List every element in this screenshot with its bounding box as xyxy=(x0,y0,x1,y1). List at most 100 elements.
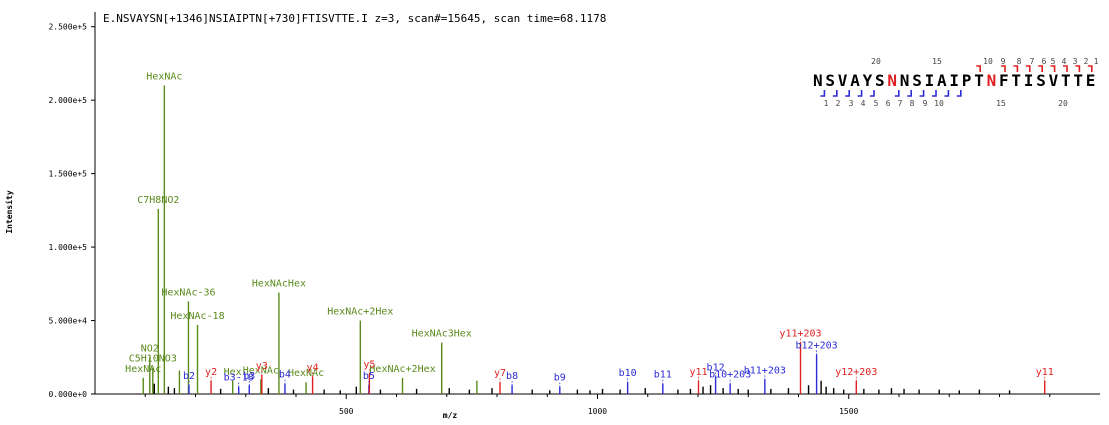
sequence-index-bottom: 9 xyxy=(923,99,928,108)
y-cleavage-marker xyxy=(1050,65,1056,72)
sequence-residue: Y xyxy=(863,71,873,90)
b-cleavage-marker xyxy=(857,90,863,97)
y-tick-label: 1.000e+5 xyxy=(48,243,87,252)
sequence-residue: S xyxy=(1036,71,1046,90)
sequence-index-top: 5 xyxy=(1051,57,1056,66)
y-cleavage-marker xyxy=(1063,65,1068,72)
peak-label: HexNAc xyxy=(146,71,182,82)
sequence-index-bottom: 8 xyxy=(910,99,915,108)
x-axis-label: m/z xyxy=(443,411,458,420)
peak-label: HexNAc xyxy=(243,365,279,376)
peak-label: b10+203 xyxy=(709,370,751,381)
y-cleavage-marker xyxy=(1075,65,1081,72)
peak-label: y5 xyxy=(363,359,375,370)
b-cleavage-marker xyxy=(944,90,950,97)
sequence-residue: E xyxy=(1086,71,1096,90)
sequence-index-bottom: 7 xyxy=(898,99,903,108)
sequence-index-bottom: 2 xyxy=(836,99,841,108)
sequence-residue: S xyxy=(825,71,835,90)
peak-label: HexNAc xyxy=(288,368,324,379)
sequence-index-bottom: 4 xyxy=(861,99,866,108)
peaks-layer xyxy=(142,85,1046,394)
y-cleavage-marker xyxy=(1087,65,1093,72)
y-tick-label: 5.000e+4 xyxy=(48,317,87,326)
sequence-index-top: 10 xyxy=(983,57,993,66)
peak-label: HexNAc3Hex xyxy=(412,329,472,340)
peak-label: b11 xyxy=(654,370,672,381)
y-cleavage-marker xyxy=(976,65,981,72)
y-tick-label: 2.500e+5 xyxy=(48,23,87,32)
peak-label: b5 xyxy=(363,371,375,382)
peak-label: HexNAc-18 xyxy=(170,311,224,322)
b-cleavage-marker xyxy=(919,90,925,97)
sequence-residue: A xyxy=(850,71,860,90)
sequence-index-top: 20 xyxy=(871,57,881,66)
sequence-index-top: 8 xyxy=(1017,57,1022,66)
sequence-index-top: 4 xyxy=(1062,57,1067,66)
x-tick-label: 1500 xyxy=(839,407,858,416)
peak-label: b8 xyxy=(506,371,518,382)
b-cleavage-marker xyxy=(932,90,937,97)
sequence-residue: I xyxy=(1024,71,1034,90)
b-cleavage-marker xyxy=(907,90,912,97)
sequence-index-bottom: 15 xyxy=(996,99,1006,108)
y-axis-label: Intensity xyxy=(4,190,14,234)
peak-label: y11+203 xyxy=(779,329,821,340)
peak-label: y11 xyxy=(1036,367,1054,378)
peak-label: Hex xyxy=(224,367,242,378)
sequence-residue: T xyxy=(1011,71,1021,90)
peak-label: y4 xyxy=(307,362,319,373)
sequence-residue: S xyxy=(912,71,922,90)
sequence-residue: T xyxy=(1073,71,1083,90)
y-tick-label: 1.500e+5 xyxy=(48,170,87,179)
b-cleavage-marker xyxy=(820,90,826,97)
sequence-residue: N xyxy=(813,71,823,90)
y-tick-label: 2.000e+5 xyxy=(48,96,87,105)
peak-label: b3 xyxy=(243,371,255,382)
peak-label: C5H10NO3 xyxy=(129,354,177,365)
sequence-residue: S xyxy=(875,71,885,90)
b-cleavage-marker xyxy=(870,90,875,97)
peak-label: b9 xyxy=(554,373,566,384)
y-cleavage-marker xyxy=(1025,65,1031,72)
sequence-index-top: 2 xyxy=(1084,57,1089,66)
sequence-residue: T xyxy=(1061,71,1071,90)
sequence-residue: I xyxy=(925,71,935,90)
peak-label: NO2 xyxy=(141,343,159,354)
sequence-residue: V xyxy=(838,71,848,90)
x-tick-label: 500 xyxy=(339,407,354,416)
sequence-index-bottom: 20 xyxy=(1058,99,1068,108)
peak-label: b3-18 xyxy=(224,373,254,384)
y-tick-label: 0.000e+0 xyxy=(48,390,87,399)
sequence-index-top: 9 xyxy=(1001,57,1006,66)
b-cleavage-marker xyxy=(956,90,962,97)
peak-label: y3 xyxy=(256,361,268,372)
sequence-residue: I xyxy=(949,71,959,90)
sequence-residue: N xyxy=(887,71,897,90)
chart-title: E.NSVAYSN[+1346]NSIAIPTN[+730]FTISVTTE.I… xyxy=(103,12,606,25)
peak-label: y11 xyxy=(689,367,707,378)
peak-label: b12+203 xyxy=(796,340,838,351)
sequence-residue: P xyxy=(962,71,972,90)
peak-label: b4 xyxy=(279,370,291,381)
sequence-index-bottom: 3 xyxy=(849,99,854,108)
peak-label: b10 xyxy=(619,368,637,379)
b-cleavage-marker xyxy=(832,90,838,97)
peak-label: HexNAc+2Hex xyxy=(327,307,393,318)
b-cleavage-marker xyxy=(894,90,900,97)
x-tick-label: 1000 xyxy=(588,407,607,416)
y-cleavage-marker xyxy=(1001,65,1006,72)
sequence-index-top: 1 xyxy=(1094,57,1099,66)
peak-labels-layer: HexNAcC7H8NO2HexNAcHexHexNAc-36HexNAc-18… xyxy=(125,71,1054,387)
sequence-index-top: 7 xyxy=(1030,57,1035,66)
sequence-residue: N xyxy=(987,71,997,90)
sequence-index-bottom: 6 xyxy=(886,99,891,108)
sequence-residue: A xyxy=(937,71,947,90)
b-cleavage-marker xyxy=(845,90,850,97)
peak-label: b2 xyxy=(183,371,195,382)
sequence-residue: F xyxy=(999,71,1009,90)
peptide-sequence-panel: N S V A Y S N N S I A I P T N F T I S V T T E20 15 10 9 8 7 6 5 4 3 2 11 2… xyxy=(813,57,1099,108)
peak-label: HexNAc+2Hex xyxy=(369,364,435,375)
sequence-index-bottom: 10 xyxy=(934,99,944,108)
